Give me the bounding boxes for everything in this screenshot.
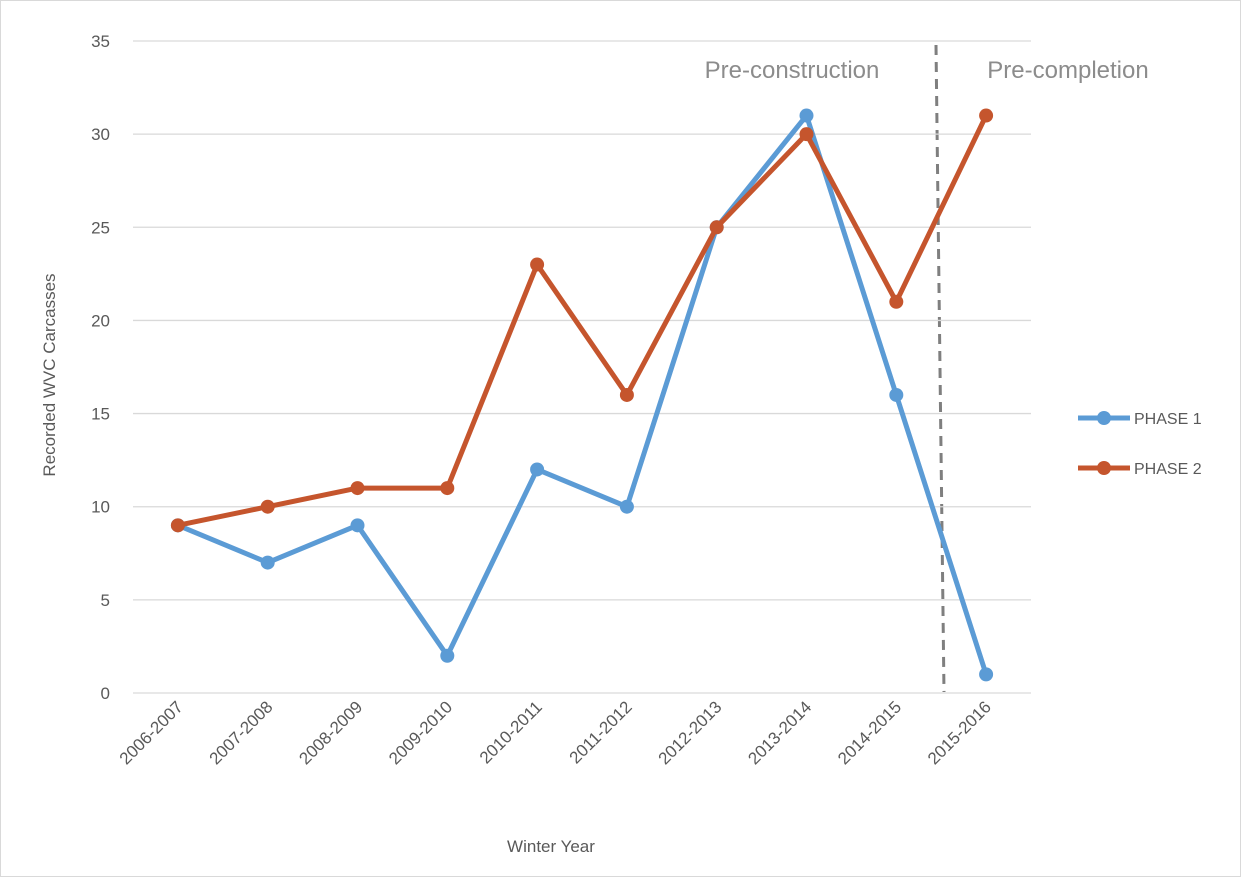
series-line xyxy=(176,113,989,676)
data-point xyxy=(799,108,814,123)
divider-line xyxy=(934,44,946,693)
data-point xyxy=(170,518,185,533)
legend-label: PHASE 1 xyxy=(1134,411,1202,428)
y-axis-label: Recorded WVC Carcasses xyxy=(40,273,59,476)
data-point xyxy=(979,108,994,123)
data-point xyxy=(440,481,455,496)
y-tick-label: 25 xyxy=(91,218,110,237)
annotation: Pre-completion xyxy=(987,57,1148,84)
y-tick-label: 0 xyxy=(101,684,110,703)
data-point xyxy=(619,387,634,402)
y-tick-label: 10 xyxy=(91,498,110,517)
data-point xyxy=(979,667,994,682)
data-point xyxy=(709,220,724,235)
data-point xyxy=(530,462,545,477)
data-point xyxy=(530,257,545,272)
data-point xyxy=(799,127,814,142)
y-tick-label: 35 xyxy=(91,32,110,51)
data-point xyxy=(350,481,365,496)
data-point xyxy=(440,648,455,663)
data-point xyxy=(889,387,904,402)
data-point xyxy=(260,555,275,570)
y-tick-label: 20 xyxy=(91,311,110,330)
legend-marker xyxy=(1097,461,1111,475)
annotation: Pre-construction xyxy=(705,57,880,84)
x-axis-label: Winter Year xyxy=(507,837,595,856)
data-point xyxy=(260,499,275,514)
legend-marker xyxy=(1097,411,1111,425)
y-tick-label: 15 xyxy=(91,405,110,424)
series-line xyxy=(177,114,989,528)
data-point xyxy=(889,294,904,309)
y-tick-label: 5 xyxy=(101,591,110,610)
y-tick-label: 30 xyxy=(91,125,110,144)
data-point xyxy=(619,499,634,514)
data-point xyxy=(350,518,365,533)
legend-label: PHASE 2 xyxy=(1134,461,1202,478)
